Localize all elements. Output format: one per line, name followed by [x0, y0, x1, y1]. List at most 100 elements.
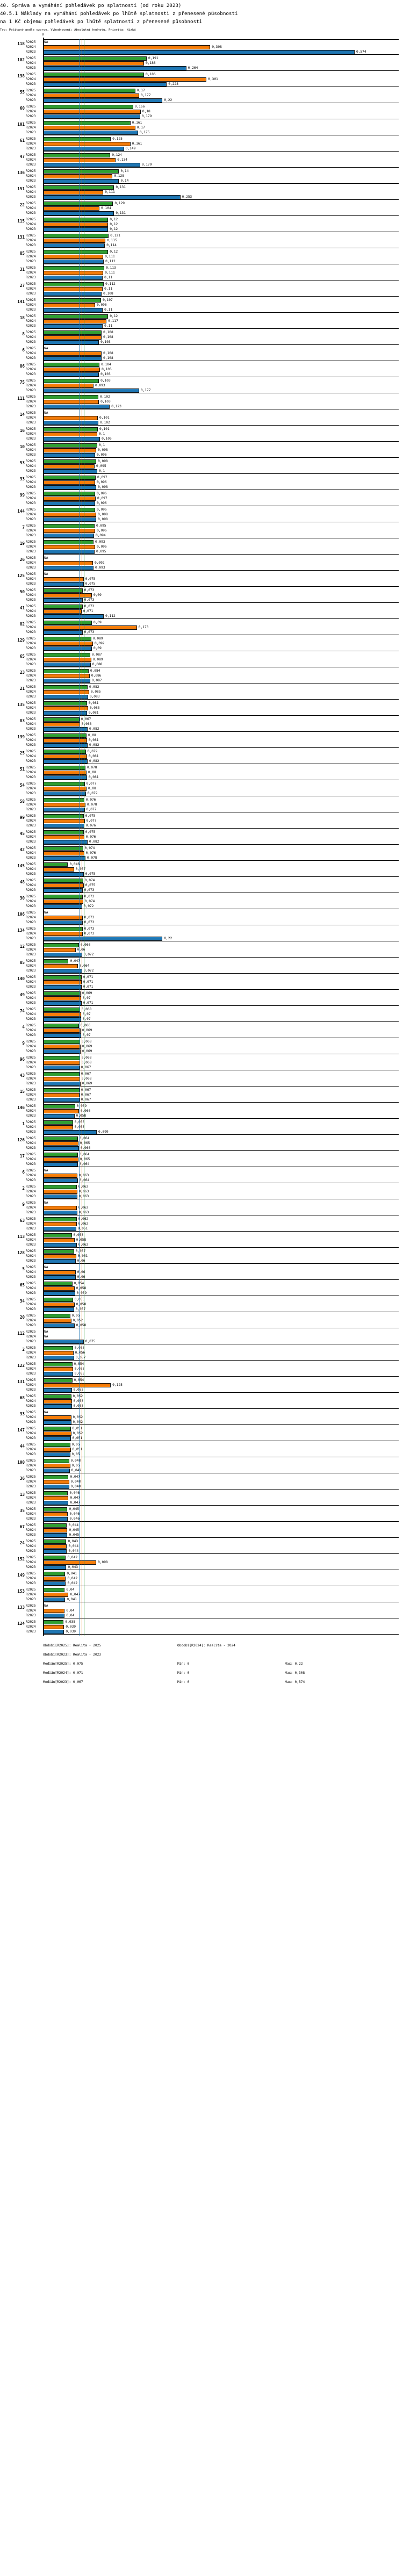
bar[interactable]	[43, 1495, 69, 1500]
bar[interactable]	[43, 383, 93, 388]
bar[interactable]	[43, 307, 103, 312]
bar[interactable]	[43, 1286, 75, 1291]
bar[interactable]	[43, 1081, 81, 1086]
bar[interactable]	[43, 1507, 68, 1512]
bar[interactable]	[43, 523, 95, 528]
bar[interactable]	[43, 1152, 78, 1157]
bar[interactable]	[43, 238, 106, 243]
bar[interactable]	[43, 480, 95, 485]
bar[interactable]	[43, 915, 83, 920]
bar-row[interactable]: R2023 0,049	[0, 1468, 403, 1473]
bar[interactable]	[43, 625, 137, 630]
bar-row[interactable]: R2024 0,065	[0, 1141, 403, 1146]
bar-row[interactable]: R2024 0,075	[0, 883, 403, 888]
bar[interactable]	[43, 1318, 71, 1323]
bar[interactable]	[43, 1275, 76, 1279]
bar[interactable]	[43, 1523, 67, 1528]
bar-row[interactable]: R2023 0,079	[0, 791, 403, 796]
bar[interactable]	[43, 169, 119, 174]
bar-row[interactable]: R2025 NA	[0, 910, 403, 915]
bar[interactable]	[43, 588, 83, 593]
bar[interactable]	[43, 88, 135, 93]
bar-row[interactable]: R2025 0,12	[0, 217, 403, 222]
bar-row[interactable]: R2025 0,045	[0, 1507, 403, 1512]
bar-row[interactable]: R2024 0,073	[0, 915, 403, 920]
bar[interactable]	[43, 1420, 71, 1424]
bar-row[interactable]: R2025 0,068	[0, 1055, 403, 1060]
bar[interactable]	[43, 1581, 66, 1586]
bar[interactable]	[43, 1620, 64, 1624]
bar[interactable]	[43, 291, 102, 296]
bar-row[interactable]: R2023 0,11	[0, 323, 403, 328]
bar-row[interactable]: R2024 0,097	[0, 496, 403, 501]
bar[interactable]	[43, 436, 100, 441]
bar-row[interactable]: R2025 0,191	[0, 56, 403, 61]
bar[interactable]	[43, 1512, 68, 1516]
bar[interactable]	[43, 544, 95, 549]
bar[interactable]	[43, 1044, 81, 1049]
bar[interactable]	[43, 1479, 69, 1484]
bar[interactable]	[43, 420, 99, 425]
bar[interactable]	[43, 378, 99, 383]
bar[interactable]	[43, 894, 83, 899]
bar-row[interactable]: R2024 0,101	[0, 415, 403, 420]
bar-row[interactable]: R2024 0,301	[0, 77, 403, 82]
bar-row[interactable]: R2023 0,05	[0, 1452, 403, 1457]
bar-row[interactable]: R2024 0,07	[0, 1012, 403, 1017]
bar-row[interactable]: R2024 0,177	[0, 93, 403, 98]
bar-row[interactable]: R2025 0,044	[0, 1523, 403, 1528]
bar-row[interactable]: R2023 0,228	[0, 82, 403, 87]
bar-row[interactable]: R2025 0,101	[0, 427, 403, 431]
bar-row[interactable]: R2024 0,071	[0, 980, 403, 984]
bar-row[interactable]: R2025 0,14	[0, 169, 403, 174]
bar[interactable]	[43, 883, 84, 888]
bar[interactable]	[43, 1387, 72, 1392]
bar-row[interactable]: R2024 0,09	[0, 593, 403, 598]
bar-row[interactable]: R2024 0,073	[0, 931, 403, 936]
bar[interactable]	[43, 726, 88, 731]
bar-row[interactable]: R2023 0,108	[0, 356, 403, 361]
bar[interactable]	[43, 1226, 76, 1231]
bar[interactable]	[43, 1210, 77, 1215]
bar-row[interactable]: R2025 0,098	[0, 459, 403, 464]
bar-row[interactable]: R2025 0,046	[0, 1491, 403, 1495]
bar[interactable]	[43, 646, 92, 651]
bar[interactable]	[43, 1378, 73, 1383]
bar[interactable]	[43, 61, 144, 66]
bar[interactable]	[43, 282, 104, 286]
bar-row[interactable]: R2025 0,08	[0, 733, 403, 738]
bar[interactable]	[43, 1500, 69, 1505]
bar-row[interactable]: R2024 0,104	[0, 206, 403, 211]
bar[interactable]	[43, 738, 87, 743]
bar[interactable]	[43, 539, 93, 544]
bar-row[interactable]: R2025 0,077	[0, 781, 403, 786]
bar-row[interactable]: R2023 0,045	[0, 1532, 403, 1537]
bar-row[interactable]: R2023 0,076	[0, 823, 403, 828]
bar[interactable]	[43, 125, 135, 130]
bar-row[interactable]: R2024 0,047	[0, 1592, 403, 1597]
bar[interactable]	[43, 1129, 97, 1134]
bar[interactable]	[43, 45, 211, 49]
bar-row[interactable]: R2025 0,166	[0, 104, 403, 109]
bar-row[interactable]: R2023 0,264	[0, 66, 403, 70]
bar[interactable]	[43, 904, 82, 909]
bar-row[interactable]: R2025 0,09	[0, 620, 403, 625]
bar[interactable]	[43, 577, 84, 581]
bar[interactable]	[43, 1136, 78, 1141]
bar[interactable]	[43, 217, 109, 222]
bar[interactable]	[43, 593, 92, 598]
bar-row[interactable]: R2023 0,082	[0, 759, 403, 764]
bar[interactable]	[43, 77, 207, 82]
bar[interactable]	[43, 195, 181, 199]
bar[interactable]	[43, 1516, 68, 1521]
bar-row[interactable]: R2025 0,124	[0, 153, 403, 157]
bar-row[interactable]: R2025 0,161	[0, 120, 403, 125]
bar-row[interactable]: R2023 0,067	[0, 1065, 403, 1070]
bar-row[interactable]: R2025 NA	[0, 346, 403, 351]
bar[interactable]	[43, 270, 104, 275]
